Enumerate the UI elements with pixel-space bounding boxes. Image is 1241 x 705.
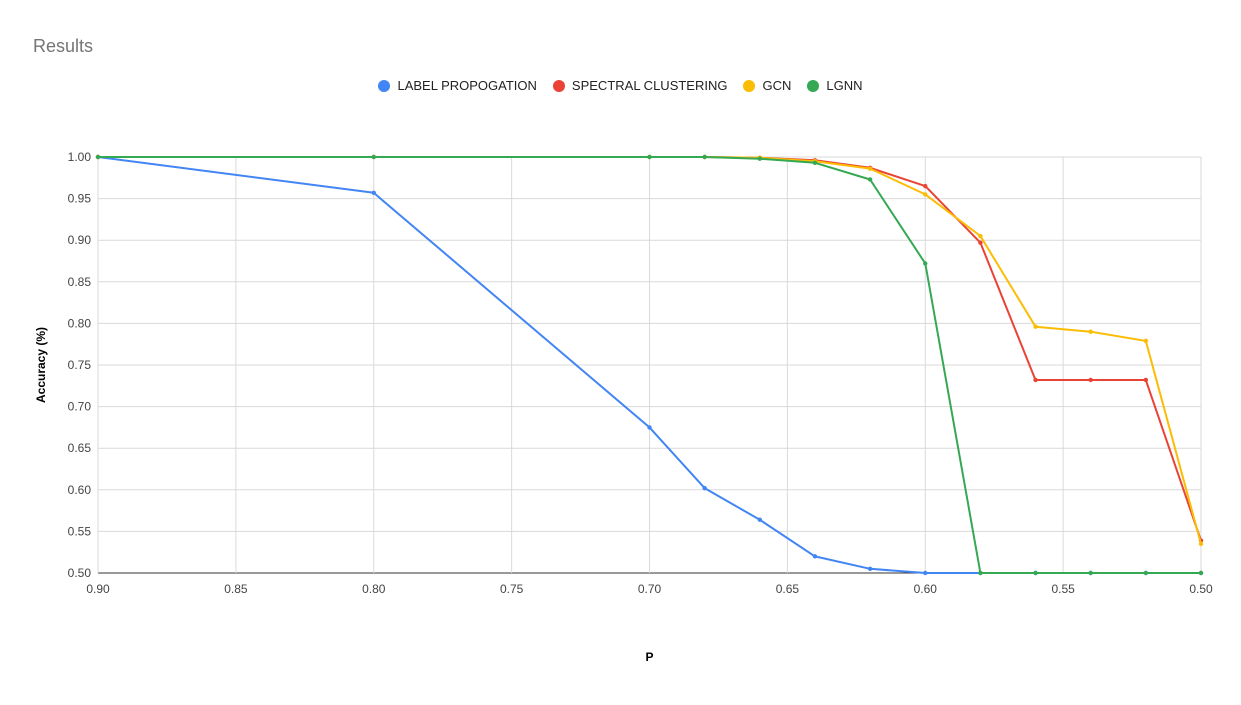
x-tick-label: 0.85: [224, 582, 248, 596]
data-point: [757, 156, 762, 161]
x-tick-label: 0.55: [1051, 582, 1075, 596]
legend-label: SPECTRAL CLUSTERING: [571, 78, 728, 93]
data-point: [812, 160, 818, 166]
x-tick-label: 0.70: [638, 582, 662, 596]
data-point: [867, 566, 873, 572]
chart-title: Results: [33, 36, 94, 56]
data-point: [1198, 541, 1204, 547]
data-point: [867, 177, 873, 182]
data-point: [702, 485, 707, 491]
data-point: [978, 240, 983, 245]
data-point: [647, 425, 652, 430]
data-point: [1088, 377, 1093, 383]
data-point: [1143, 570, 1149, 576]
data-point: [1033, 324, 1038, 329]
legend-item: SPECTRAL CLUSTERING: [552, 78, 728, 93]
y-tick-label: 0.90: [68, 233, 92, 247]
data-point: [978, 570, 983, 576]
legend-marker: [552, 79, 565, 92]
data-point: [1088, 570, 1093, 576]
legend-item: LABEL PROPOGATION: [378, 78, 537, 93]
legend-label: GCN: [762, 78, 792, 93]
x-axis-label: P: [645, 650, 653, 664]
legend-marker: [743, 79, 756, 92]
legend-label: LGNN: [826, 78, 863, 93]
y-tick-label: 0.70: [68, 400, 92, 414]
legend-item: LGNN: [807, 78, 863, 93]
data-point: [371, 154, 376, 160]
legend-label: LABEL PROPOGATION: [397, 78, 537, 93]
x-tick-label: 0.90: [86, 582, 110, 596]
x-tick-label: 0.65: [776, 582, 800, 596]
data-point: [1198, 570, 1204, 576]
data-point: [978, 233, 983, 239]
y-tick-label: 0.50: [68, 566, 92, 580]
legend: LABEL PROPOGATION SPECTRAL CLUSTERING GCN L…: [0, 78, 1241, 93]
data-point: [867, 166, 873, 171]
data-point: [923, 192, 928, 197]
data-point: [95, 154, 101, 160]
x-tick-label: 0.60: [914, 582, 938, 596]
y-tick-label: 0.85: [68, 275, 92, 289]
data-point: [1033, 377, 1038, 383]
x-tick-label: 0.75: [500, 582, 524, 596]
y-tick-label: 0.95: [68, 192, 92, 206]
data-point: [647, 154, 652, 160]
data-point: [1033, 570, 1038, 576]
data-point: [757, 517, 762, 522]
data-point: [1088, 329, 1093, 334]
legend-marker: [807, 79, 820, 92]
x-tick-label: 0.50: [1189, 582, 1213, 596]
data-point: [1143, 338, 1149, 344]
data-point: [371, 190, 376, 195]
x-tick-label: 0.80: [362, 582, 386, 596]
data-point: [812, 554, 818, 559]
y-tick-label: 0.55: [68, 524, 92, 538]
y-tick-label: 0.60: [68, 483, 92, 497]
data-point: [923, 183, 928, 189]
y-tick-label: 0.75: [68, 358, 92, 372]
y-tick-label: 0.80: [68, 316, 92, 330]
data-point: [702, 154, 707, 160]
legend-item: GCN: [743, 78, 791, 93]
data-point: [923, 570, 928, 576]
y-tick-label: 0.65: [68, 441, 92, 455]
data-point: [923, 261, 928, 266]
y-tick-label: 1.00: [68, 150, 92, 164]
legend-marker: [378, 79, 391, 92]
y-axis-label: Accuracy (%): [34, 327, 48, 403]
data-point: [1143, 377, 1149, 383]
